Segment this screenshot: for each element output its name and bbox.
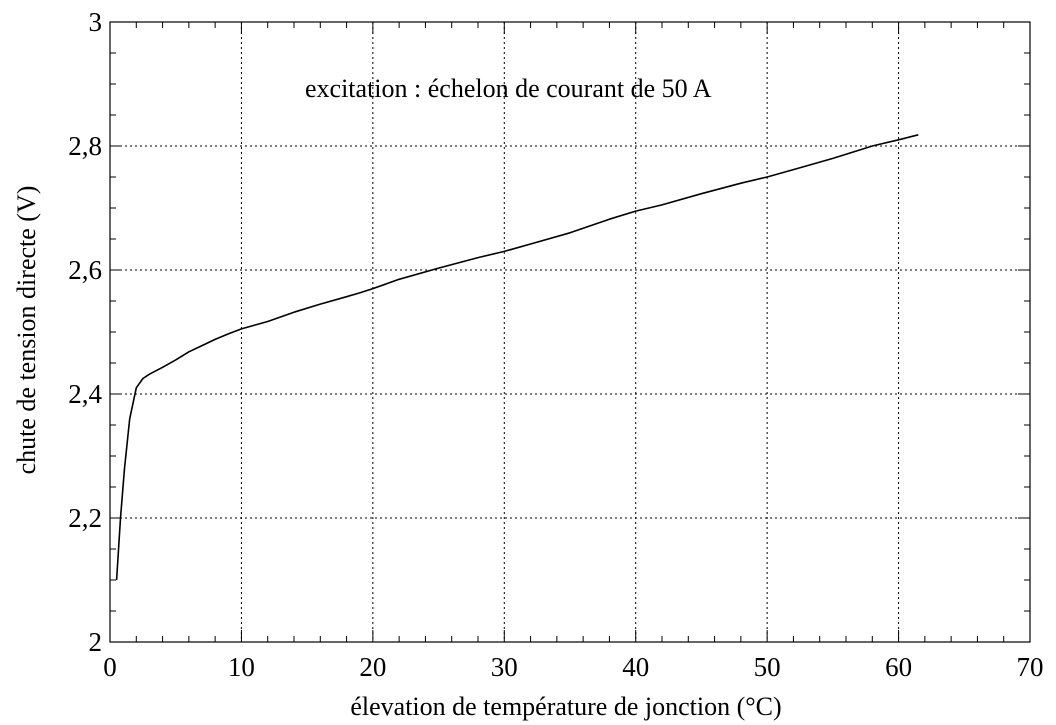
y-tick-label: 3: [89, 7, 103, 37]
series-layer: [115, 134, 919, 581]
x-tick-label: 40: [622, 652, 649, 682]
x-tick-label: 50: [754, 652, 781, 682]
y-axis-label: chute de tension directe (V): [12, 186, 41, 475]
x-axis-label: élevation de température de jonction (°C…: [350, 692, 781, 721]
plot-frame: [109, 21, 1031, 643]
chart-annotation: excitation : échelon de courant de 50 A: [305, 74, 712, 103]
series-line: [115, 134, 919, 581]
y-tick-label: 2,4: [68, 379, 102, 409]
x-tick-label: 30: [491, 652, 518, 682]
grid: [110, 22, 1030, 642]
x-tick-label: 10: [228, 652, 255, 682]
x-tick-label: 0: [103, 652, 117, 682]
x-tick-label: 70: [1017, 652, 1044, 682]
y-tick-label: 2,6: [68, 255, 102, 285]
ticks: [109, 21, 1031, 643]
y-tick-label: 2: [89, 627, 103, 657]
x-tick-label: 20: [359, 652, 386, 682]
y-tick-label: 2,8: [68, 131, 102, 161]
tick-labels: 0 10 20 30 40 50 60 70 2 2,2 2,4 2,6 2,8 3: [68, 7, 1043, 682]
y-tick-label: 2,2: [68, 503, 102, 533]
x-tick-label: 60: [885, 652, 912, 682]
